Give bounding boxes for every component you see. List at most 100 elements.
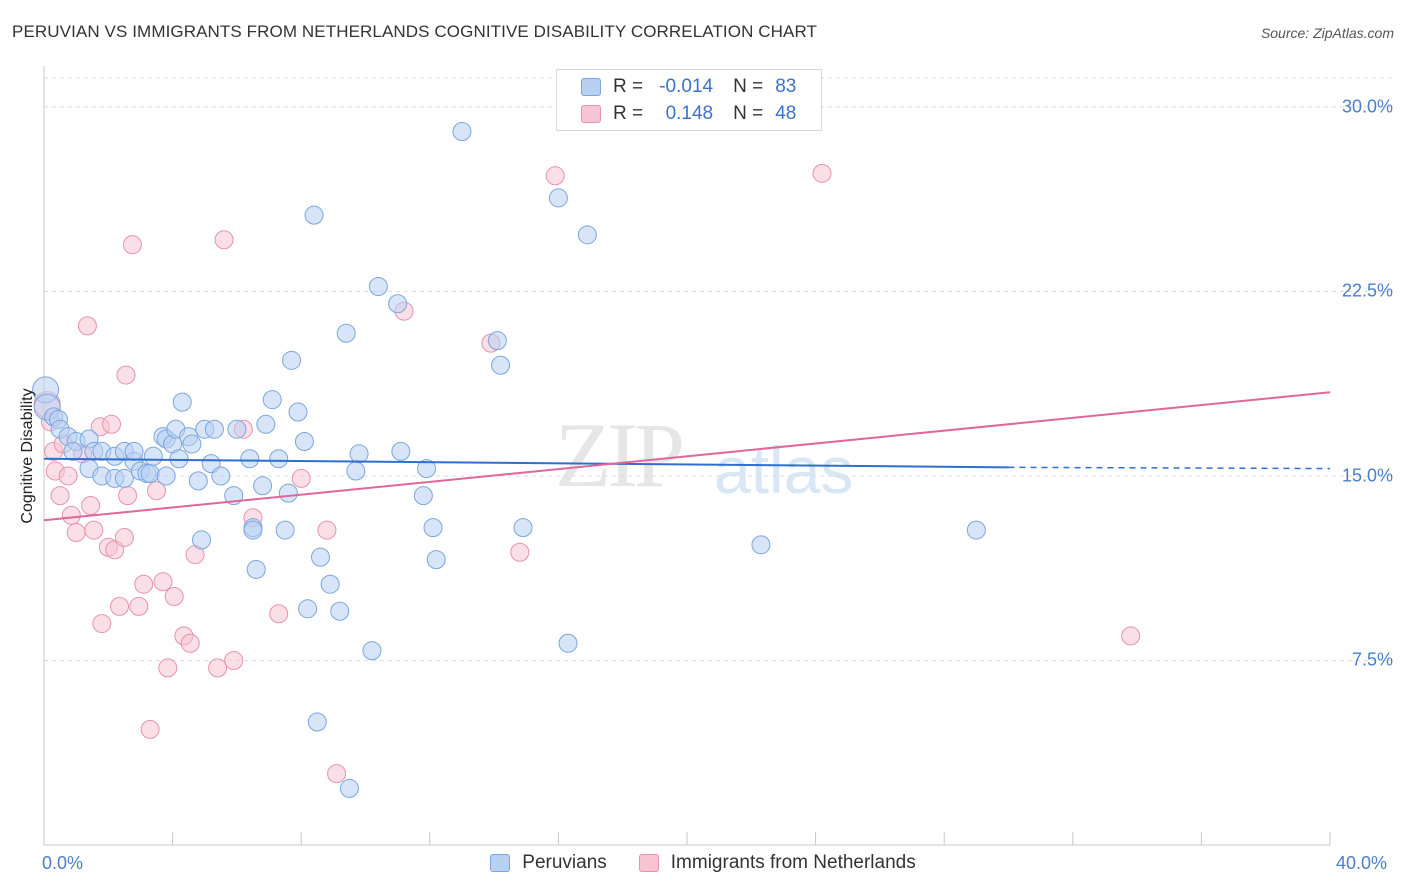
data-point	[513, 518, 533, 538]
data-point	[545, 166, 565, 186]
trend-line-netherlands	[43, 391, 1331, 522]
series-peruvians	[32, 122, 986, 798]
data-point	[81, 495, 101, 515]
x-tick-label-min: 0.0%	[42, 853, 84, 873]
data-point	[224, 650, 244, 670]
data-point	[278, 483, 298, 503]
legend-item-peruvians[interactable]: Peruvians	[490, 852, 607, 874]
data-point	[417, 459, 437, 479]
data-point	[140, 719, 160, 739]
data-point	[751, 535, 771, 555]
pink-swatch	[638, 854, 659, 872]
data-point	[58, 466, 78, 486]
data-point	[158, 658, 178, 678]
data-point	[164, 587, 184, 607]
data-point	[92, 614, 112, 634]
data-point	[114, 468, 134, 488]
watermark-zip: ZIP	[555, 404, 685, 506]
data-point	[140, 463, 160, 483]
data-point	[122, 235, 142, 255]
data-point	[413, 486, 433, 506]
data-point	[84, 520, 104, 540]
data-point	[118, 486, 138, 506]
y-axis-label: Cognitive Disability	[19, 388, 36, 524]
legend-item-netherlands[interactable]: Immigrants from Netherlands	[638, 852, 916, 874]
data-point	[548, 188, 568, 208]
data-point	[339, 778, 359, 798]
data-point	[129, 596, 149, 616]
gridlines	[44, 77, 1392, 661]
trend-line-peruvians-extension	[1008, 466, 1331, 470]
r-label: R =	[613, 76, 644, 97]
data-point	[966, 520, 986, 540]
data-point	[1121, 626, 1141, 646]
data-point	[253, 476, 273, 496]
data-point	[262, 390, 282, 410]
data-point	[116, 365, 136, 385]
correlation-legend: R = -0.014 N = 83 R = 0.148 N = 48	[556, 69, 822, 131]
n-value-netherlands: 48	[775, 103, 797, 124]
data-point	[66, 523, 86, 543]
r-label: R =	[613, 103, 644, 124]
data-point	[349, 444, 369, 464]
data-point	[211, 466, 231, 486]
y-tick-label: 22.5%	[1341, 280, 1393, 301]
legend-label-netherlands: Immigrants from Netherlands	[670, 852, 916, 873]
data-point	[269, 449, 289, 469]
data-point	[214, 230, 234, 250]
blue-swatch	[490, 854, 511, 872]
data-point	[204, 419, 224, 439]
blue-swatch	[581, 78, 601, 96]
data-point	[227, 419, 247, 439]
data-point	[577, 225, 597, 245]
data-point	[812, 163, 832, 183]
data-point	[510, 542, 530, 562]
y-tick-label: 30.0%	[1341, 96, 1393, 117]
data-point	[50, 486, 70, 506]
data-point	[310, 547, 330, 567]
trend-line-peruvians	[43, 457, 1009, 469]
r-value-peruvians: -0.014	[659, 76, 714, 97]
data-point	[243, 520, 263, 540]
data-point	[298, 599, 318, 619]
data-point	[452, 122, 472, 142]
y-tick-label: 15.0%	[1341, 465, 1393, 486]
data-point	[294, 432, 314, 452]
data-point	[307, 712, 327, 732]
data-point	[110, 596, 130, 616]
trend-lines	[43, 391, 1331, 522]
n-label: N =	[733, 103, 764, 124]
watermark-atlas: atlas	[714, 433, 854, 507]
series-legend: Peruvians Immigrants from Netherlands	[0, 852, 1406, 874]
data-point	[147, 481, 167, 501]
data-point	[282, 350, 302, 370]
data-point	[114, 527, 134, 547]
data-point	[388, 294, 408, 314]
data-point	[346, 461, 366, 481]
data-point	[134, 574, 154, 594]
data-point	[368, 277, 388, 297]
data-point	[172, 392, 192, 412]
data-point	[246, 559, 266, 579]
data-point	[77, 316, 97, 336]
data-point	[153, 572, 173, 592]
data-point	[240, 449, 260, 469]
data-point	[320, 574, 340, 594]
data-point	[63, 441, 83, 461]
data-point	[317, 520, 337, 540]
data-point	[288, 402, 308, 422]
data-point	[491, 355, 511, 375]
pink-swatch	[581, 105, 601, 123]
r-value-netherlands: 0.148	[665, 103, 714, 124]
data-point	[362, 641, 382, 661]
data-point	[426, 550, 446, 570]
source-label: Source: ZipAtlas.com	[1260, 25, 1394, 41]
series-immigrants-netherlands	[33, 163, 1141, 784]
data-point	[180, 633, 200, 653]
data-point	[330, 601, 350, 621]
data-point	[304, 205, 324, 225]
data-point	[275, 520, 295, 540]
n-label: N =	[733, 76, 764, 97]
data-point	[487, 331, 507, 351]
